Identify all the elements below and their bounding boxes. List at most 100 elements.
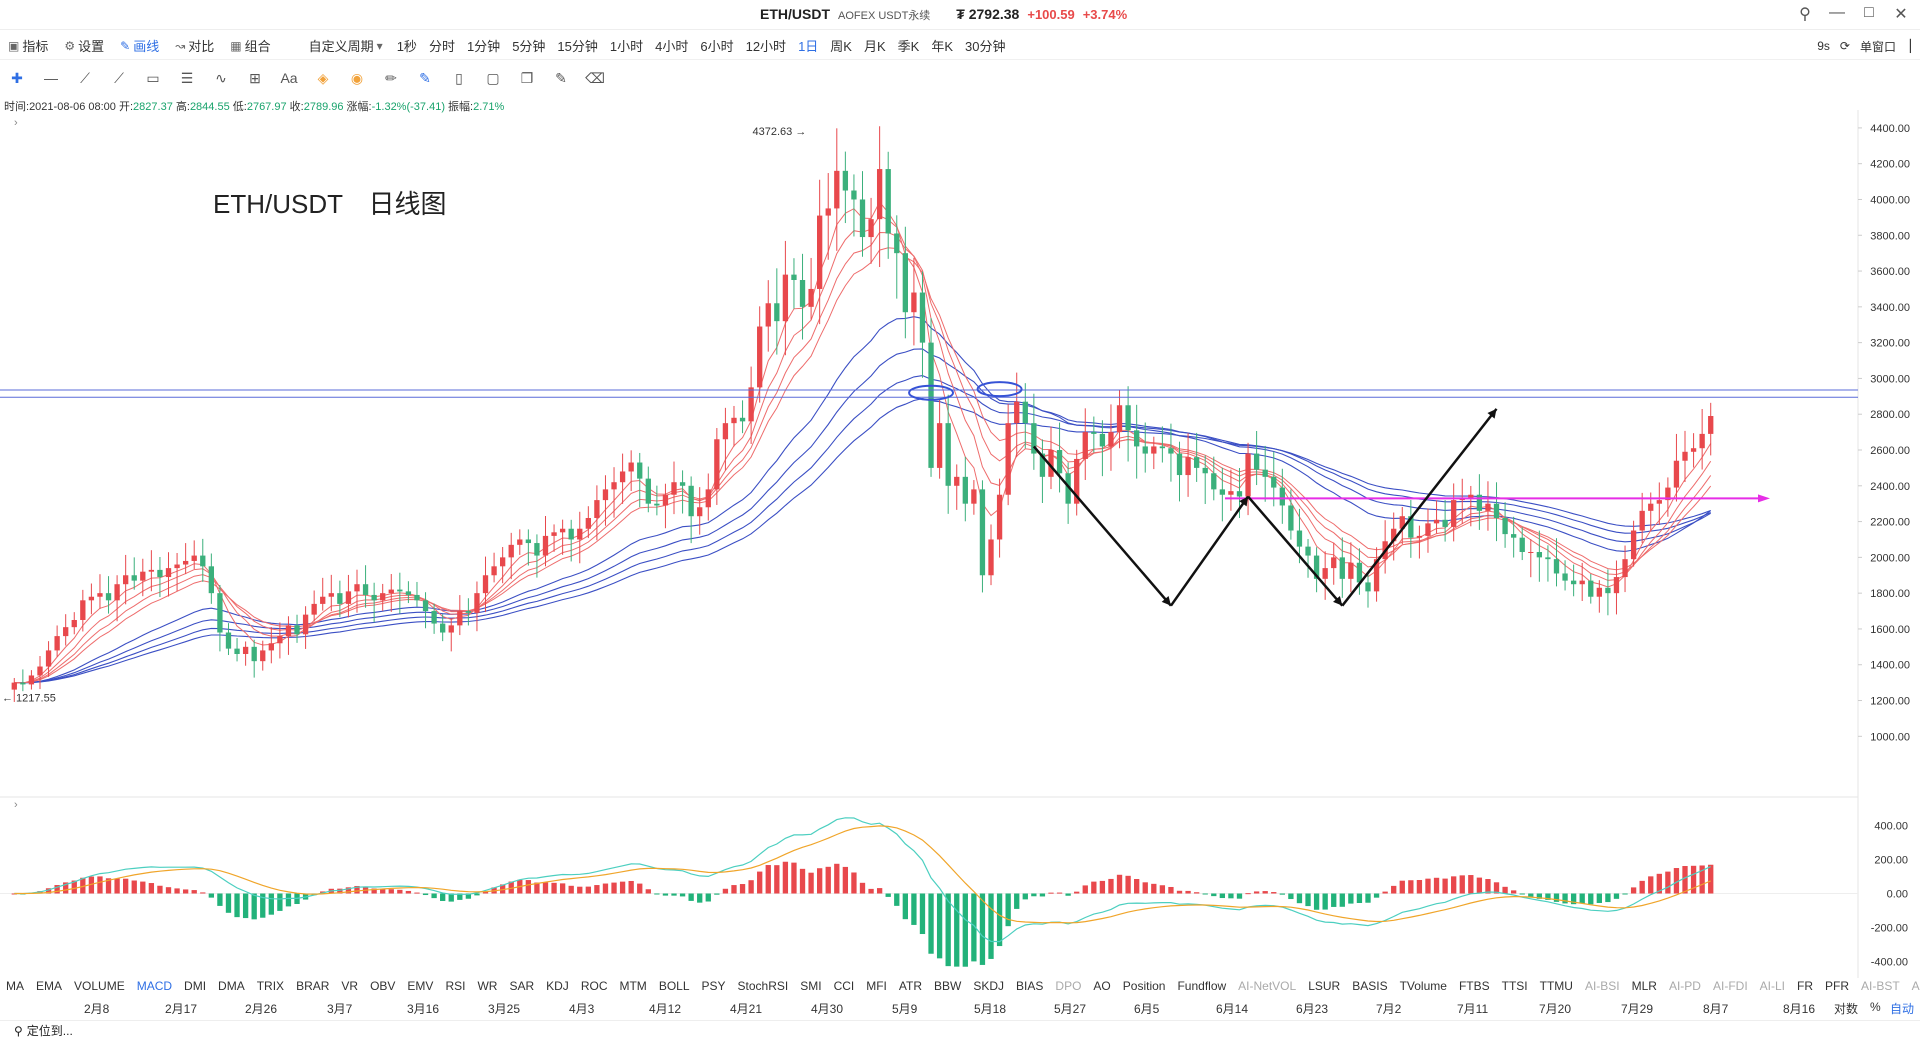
ruler-icon[interactable]: ✏	[385, 69, 397, 86]
indicator-tab-4[interactable]: DMI	[184, 979, 207, 993]
expand-icon[interactable]: ⎥	[1906, 39, 1912, 53]
indicator-tab-40[interactable]: AI-PD	[1668, 979, 1701, 993]
indicator-tab-20[interactable]: SMI	[800, 979, 822, 993]
indicator-tab-10[interactable]: EMV	[407, 979, 434, 993]
compare-button[interactable]: ↝ 对比	[167, 36, 222, 55]
indicator-tab-1[interactable]: EMA	[36, 979, 63, 993]
symbol-name[interactable]: ETH/USDT	[760, 6, 830, 22]
period-7[interactable]: 6小时	[700, 39, 734, 54]
trend-line-icon[interactable]: ⟋	[80, 69, 90, 86]
refresh-icon[interactable]: ⟳	[1839, 39, 1850, 53]
indicator-tab-41[interactable]: AI-FDI	[1712, 979, 1748, 993]
indicator-tab-19[interactable]: StochRSI	[737, 979, 789, 993]
indicator-tab-18[interactable]: PSY	[701, 979, 726, 993]
locate-link[interactable]: 定位到...	[26, 1024, 73, 1038]
copy-icon[interactable]: ❐	[520, 69, 534, 86]
indicator-tab-29[interactable]: Position	[1122, 979, 1166, 993]
period-2[interactable]: 1分钟	[466, 39, 501, 54]
indicator-tab-12[interactable]: WR	[477, 979, 498, 993]
scale-log-button[interactable]: 对数	[1834, 1002, 1859, 1016]
lock-icon[interactable]: ▢	[486, 69, 500, 86]
indicator-tab-45[interactable]: AI-BST	[1861, 979, 1900, 993]
close-icon[interactable]: ✕	[1894, 6, 1908, 23]
indicator-tab-36[interactable]: TTSI	[1501, 979, 1528, 993]
indicator-tab-13[interactable]: SAR	[509, 979, 535, 993]
channel-icon[interactable]: ⟋	[114, 69, 124, 86]
indicator-tab-22[interactable]: MFI	[866, 979, 887, 993]
indicator-tab-28[interactable]: AO	[1093, 979, 1111, 993]
indicator-tab-6[interactable]: TRIX	[256, 979, 285, 993]
single-window-button[interactable]: 单窗口	[1859, 39, 1896, 54]
period-4[interactable]: 15分钟	[557, 39, 598, 54]
period-12[interactable]: 季K	[897, 39, 920, 54]
indicator-tab-14[interactable]: KDJ	[546, 979, 569, 993]
edit-icon[interactable]: ✎	[555, 69, 567, 86]
indicator-tab-32[interactable]: LSUR	[1308, 979, 1341, 993]
period-3[interactable]: 5分钟	[512, 39, 546, 54]
indicator-tab-26[interactable]: BIAS	[1016, 979, 1044, 993]
indicator-tab-34[interactable]: TVolume	[1399, 979, 1447, 993]
horizontal-line-icon[interactable]: —	[44, 70, 58, 86]
indicator-tab-2[interactable]: VOLUME	[74, 979, 125, 993]
maximize-icon[interactable]: □	[1864, 4, 1874, 21]
period-9[interactable]: 1日	[798, 39, 819, 54]
combo-button[interactable]: ▦ 组合	[222, 36, 278, 55]
trash-icon[interactable]: ⌫	[585, 69, 605, 86]
scale-pct-button[interactable]: %	[1870, 1000, 1881, 1014]
custom-period-dropdown[interactable]: 自定义周期 ▾	[301, 36, 391, 55]
refresh-interval[interactable]: 9s	[1817, 39, 1830, 53]
indicator-tab-46[interactable]: AI-CMLSI	[1911, 979, 1920, 993]
indicator-tab-25[interactable]: SKDJ	[973, 979, 1005, 993]
wave-icon[interactable]: ∿	[215, 69, 227, 86]
strong-magnet-icon[interactable]: ◉	[350, 69, 364, 86]
indicator-tab-16[interactable]: MTM	[619, 979, 647, 993]
draw-mode-icon[interactable]: ✎	[419, 69, 431, 86]
magnet-icon[interactable]: ◈	[317, 69, 329, 86]
draw-button[interactable]: ✎ 画线	[112, 36, 167, 55]
period-1[interactable]: 分时	[428, 39, 455, 54]
indicator-tab-3[interactable]: MACD	[136, 979, 173, 993]
period-11[interactable]: 月K	[863, 39, 886, 54]
indicator-tab-44[interactable]: PFR	[1825, 979, 1849, 993]
period-14[interactable]: 30分钟	[964, 39, 1006, 54]
indicator-tab-42[interactable]: AI-LI	[1759, 979, 1785, 993]
indicator-tab-9[interactable]: OBV	[370, 979, 396, 993]
period-0[interactable]: 1秒	[396, 39, 417, 54]
indicator-tab-43[interactable]: FR	[1797, 979, 1813, 993]
scale-auto-button[interactable]: 自动	[1890, 1002, 1915, 1016]
rectangle-icon[interactable]: ▭	[146, 69, 160, 86]
indicator-tab-31[interactable]: AI-NetVOL	[1238, 979, 1297, 993]
period-8[interactable]: 12小时	[745, 39, 787, 54]
settings-button[interactable]: ⚙ 设置	[56, 36, 112, 55]
period-10[interactable]: 周K	[830, 39, 852, 54]
minimize-icon[interactable]: —	[1829, 4, 1845, 21]
indicator-tab-27[interactable]: DPO	[1055, 979, 1082, 993]
period-5[interactable]: 1小时	[609, 39, 644, 54]
indicator-tab-38[interactable]: AI-BSI	[1584, 979, 1620, 993]
indicator-tab-15[interactable]: ROC	[580, 979, 608, 993]
indicator-tab-21[interactable]: CCI	[833, 979, 855, 993]
text-tool-icon[interactable]: Aa	[280, 70, 298, 86]
indicator-tab-24[interactable]: BBW	[934, 979, 962, 993]
measure-icon[interactable]: ⊞	[249, 69, 261, 86]
indicator-tab-35[interactable]: FTBS	[1458, 979, 1490, 993]
price-chart[interactable]: 1000.00 1200.00 1400.00 1600.00 1800.00 2000.…	[0, 0, 1920, 1000]
indicator-tab-23[interactable]: ATR	[898, 979, 923, 993]
indicator-tab-11[interactable]: RSI	[445, 979, 466, 993]
search-icon[interactable]: ⚲	[1799, 6, 1811, 23]
indicator-tab-8[interactable]: VR	[341, 979, 359, 993]
indicator-tab-7[interactable]: BRAR	[296, 979, 330, 993]
indicator-tab-39[interactable]: MLR	[1631, 979, 1657, 993]
indicator-tab-17[interactable]: BOLL	[658, 979, 690, 993]
indicator-tab-30[interactable]: Fundflow	[1177, 979, 1227, 993]
indicator-button[interactable]: ▣ 指标	[0, 36, 56, 55]
indicator-tab-0[interactable]: MA	[6, 979, 24, 993]
bar-pattern-icon[interactable]: ▯	[455, 69, 463, 86]
indicator-tab-37[interactable]: TTMU	[1539, 979, 1573, 993]
period-13[interactable]: 年K	[931, 39, 953, 54]
indicator-tab-5[interactable]: DMA	[218, 979, 245, 993]
indicator-tab-33[interactable]: BASIS	[1352, 979, 1388, 993]
fib-icon[interactable]: ☰	[180, 69, 194, 86]
crosshair-icon[interactable]: ✚	[11, 69, 23, 86]
period-6[interactable]: 4小时	[655, 39, 689, 54]
